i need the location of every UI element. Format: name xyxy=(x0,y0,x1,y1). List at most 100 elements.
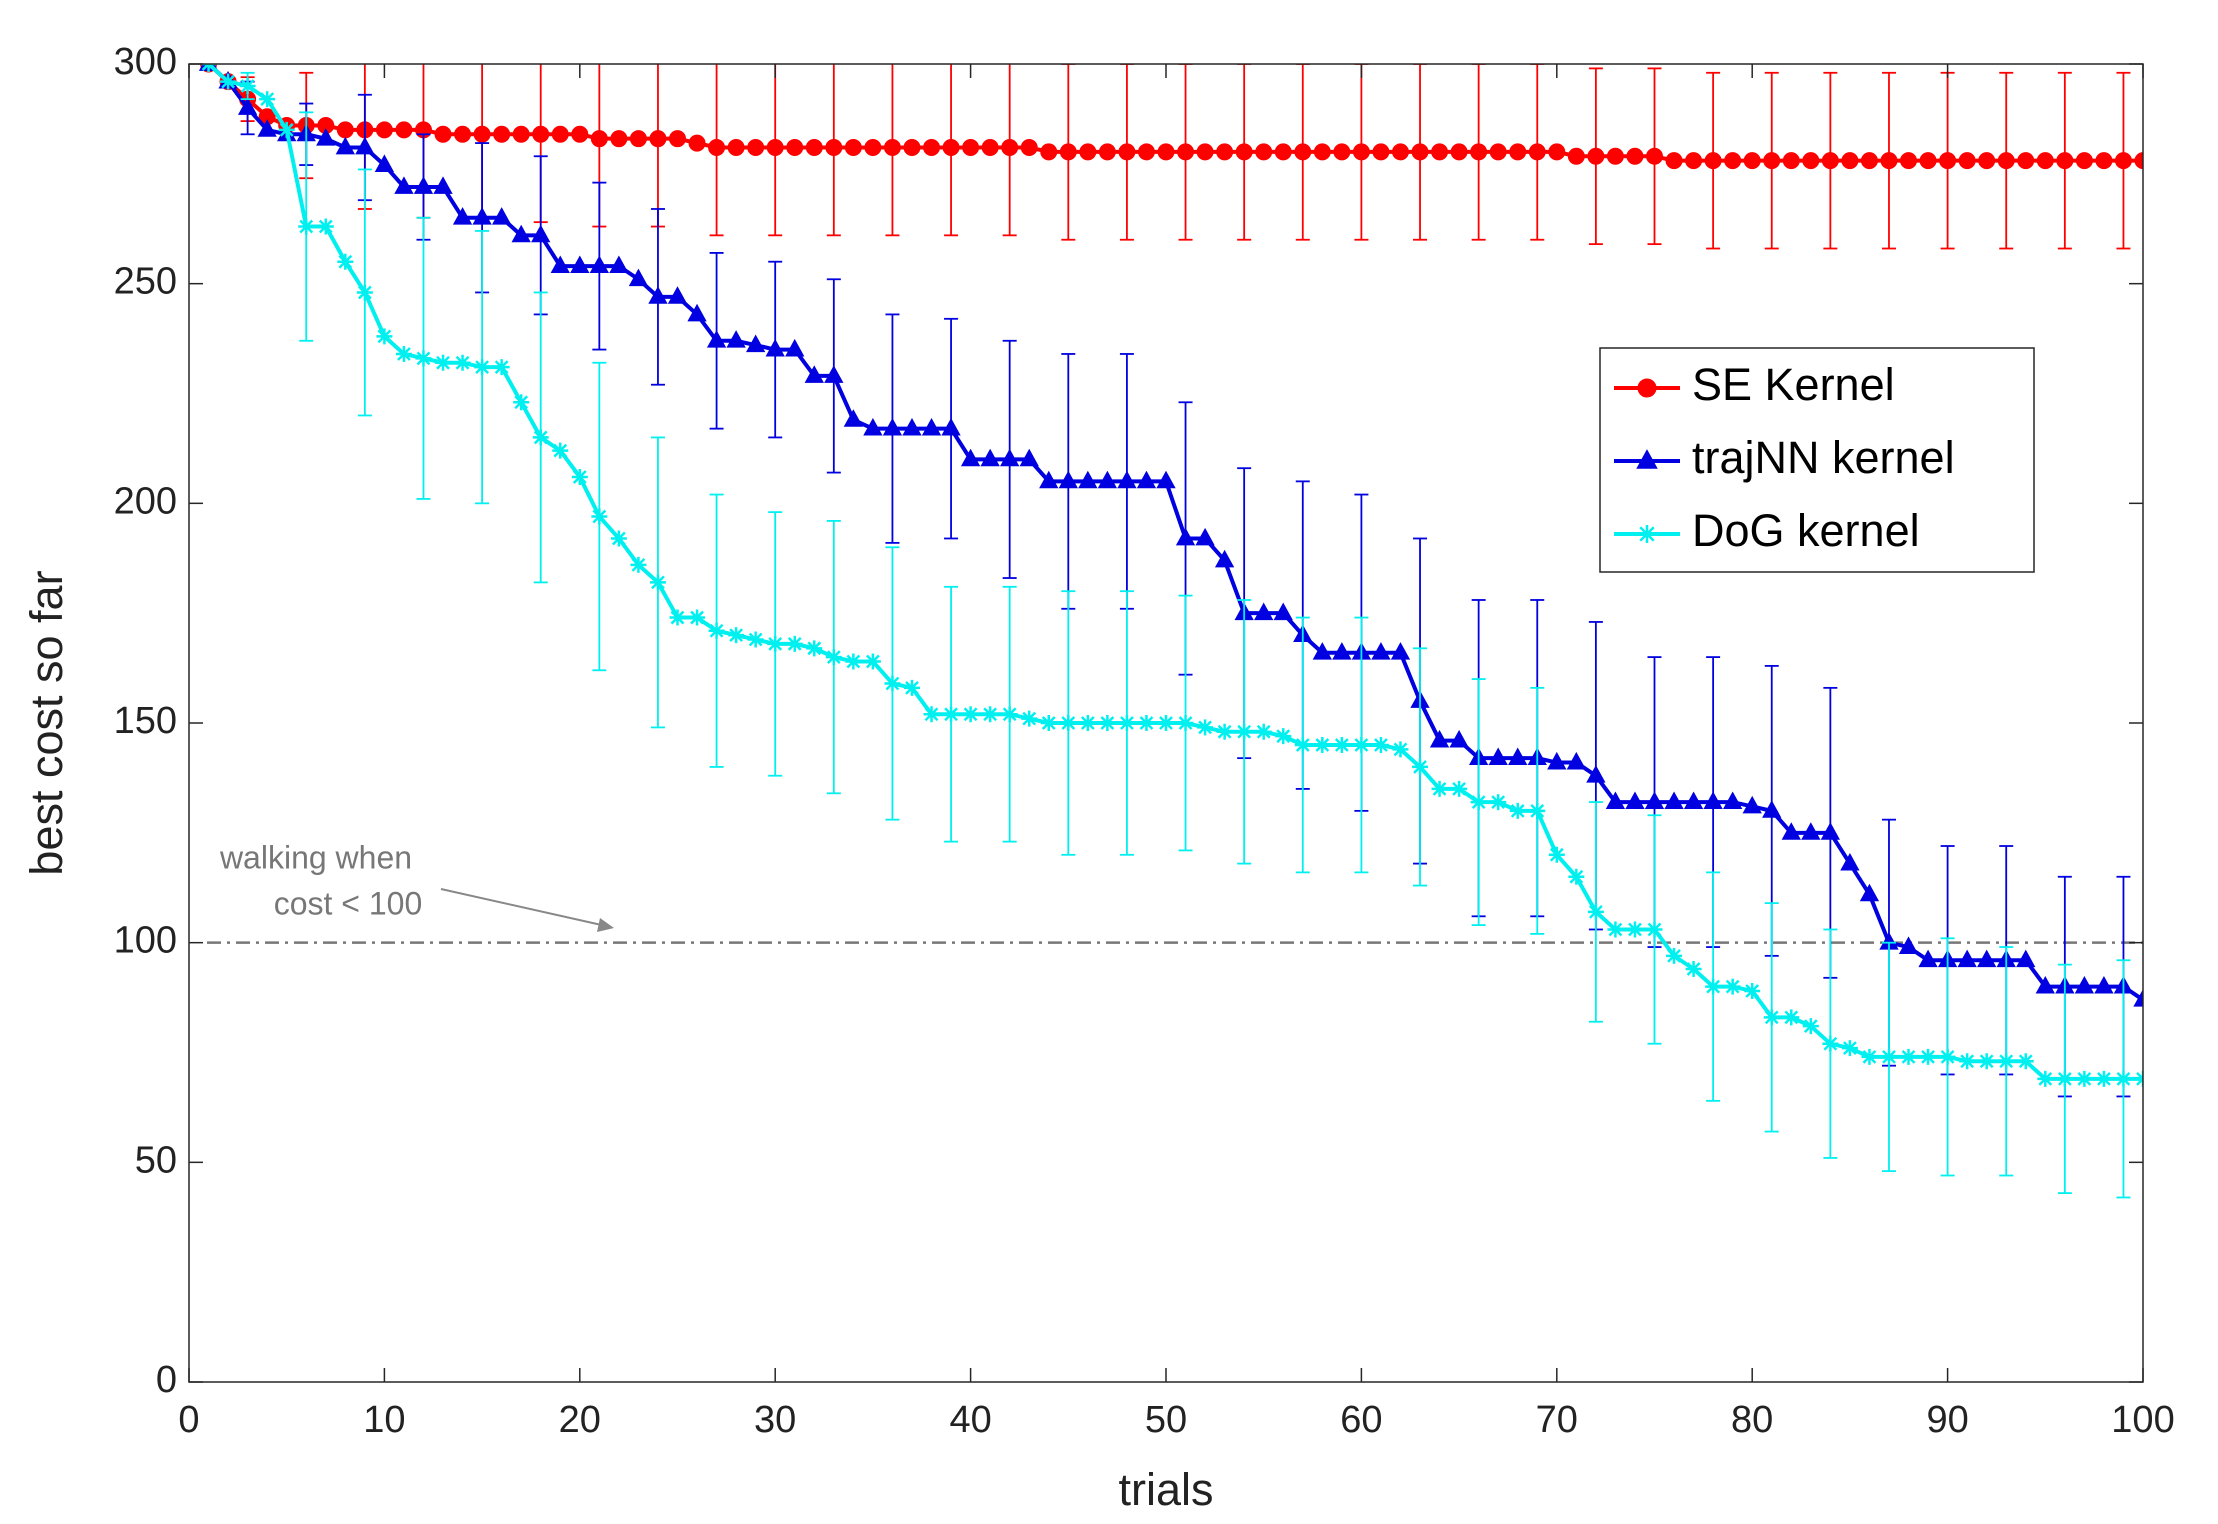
marker xyxy=(1646,147,1663,165)
marker xyxy=(1001,138,1019,156)
marker xyxy=(570,255,590,273)
marker xyxy=(433,176,453,194)
marker xyxy=(2017,1053,2034,1070)
marker xyxy=(589,255,609,273)
marker xyxy=(376,328,393,345)
marker xyxy=(2035,975,2055,994)
marker xyxy=(1705,978,1722,995)
x-tick-label: 80 xyxy=(1731,1399,1773,1441)
marker xyxy=(1488,747,1508,766)
marker xyxy=(1566,751,1586,770)
marker xyxy=(1118,143,1136,161)
y-tick-label: 50 xyxy=(135,1139,177,1181)
marker xyxy=(746,334,766,353)
marker xyxy=(1391,143,1409,161)
marker xyxy=(1157,143,1175,161)
marker xyxy=(629,130,647,148)
marker xyxy=(669,609,686,626)
marker xyxy=(1860,152,1878,170)
marker xyxy=(355,136,375,155)
marker xyxy=(825,649,842,666)
marker xyxy=(1177,715,1194,731)
marker xyxy=(1451,780,1468,797)
marker xyxy=(1626,147,1644,165)
marker xyxy=(2075,152,2093,170)
marker xyxy=(1685,152,1703,170)
marker xyxy=(2076,1070,2093,1087)
marker xyxy=(1646,921,1663,938)
marker xyxy=(1958,152,1976,170)
marker xyxy=(844,138,862,156)
marker xyxy=(1175,527,1196,546)
marker xyxy=(1236,723,1253,740)
marker xyxy=(1273,602,1293,621)
marker xyxy=(1548,143,1566,161)
marker xyxy=(2095,1070,2112,1087)
marker xyxy=(903,138,921,156)
x-axis-label: trials xyxy=(1118,1464,1213,1515)
marker xyxy=(1587,147,1605,165)
marker xyxy=(550,255,570,273)
marker xyxy=(531,224,551,243)
marker xyxy=(259,91,276,108)
marker xyxy=(1177,143,1195,161)
series-line xyxy=(207,64,2143,163)
marker xyxy=(511,224,531,243)
y-axis-label: best cost so far xyxy=(21,570,72,875)
marker xyxy=(435,354,452,371)
marker xyxy=(1020,138,1038,156)
marker xyxy=(1861,1048,1878,1065)
marker xyxy=(220,73,237,90)
marker xyxy=(317,218,334,235)
y-tick-label: 300 xyxy=(114,41,177,83)
marker xyxy=(708,138,726,156)
marker xyxy=(513,394,530,411)
marker xyxy=(1959,1053,1976,1070)
marker xyxy=(630,556,647,573)
marker xyxy=(1078,470,1098,489)
marker xyxy=(1098,143,1116,161)
marker xyxy=(1449,729,1469,748)
marker xyxy=(2095,152,2113,170)
marker xyxy=(1509,802,1526,819)
marker xyxy=(552,442,569,459)
marker xyxy=(1490,794,1507,811)
marker xyxy=(1390,642,1411,660)
marker xyxy=(1429,729,1450,748)
marker xyxy=(1625,791,1645,809)
marker xyxy=(1978,152,1996,170)
marker xyxy=(2114,152,2132,170)
marker xyxy=(706,330,727,348)
marker xyxy=(551,125,569,143)
marker xyxy=(1880,1048,1897,1065)
marker xyxy=(472,207,492,225)
marker xyxy=(257,119,277,137)
x-tick-label: 20 xyxy=(559,1399,601,1441)
marker xyxy=(1000,448,1020,467)
marker xyxy=(532,125,550,143)
marker xyxy=(1235,143,1253,161)
marker xyxy=(1117,470,1137,489)
marker xyxy=(1059,143,1077,161)
marker xyxy=(649,574,666,591)
marker xyxy=(1529,802,1546,819)
marker xyxy=(863,418,883,436)
x-tick-label: 30 xyxy=(754,1399,796,1441)
y-tick-label: 150 xyxy=(114,700,177,742)
marker xyxy=(1058,470,1078,489)
marker xyxy=(1431,143,1449,161)
marker xyxy=(1254,602,1274,621)
marker xyxy=(765,338,785,357)
marker xyxy=(1724,978,1741,995)
marker xyxy=(609,255,629,273)
marker xyxy=(1900,1048,1917,1065)
marker xyxy=(337,253,354,270)
marker xyxy=(1841,1040,1858,1057)
marker xyxy=(941,418,961,436)
marker xyxy=(648,286,668,304)
marker xyxy=(1039,470,1059,489)
marker xyxy=(1743,152,1761,170)
marker xyxy=(2115,1070,2132,1087)
marker xyxy=(1763,1009,1780,1026)
marker xyxy=(943,706,960,723)
